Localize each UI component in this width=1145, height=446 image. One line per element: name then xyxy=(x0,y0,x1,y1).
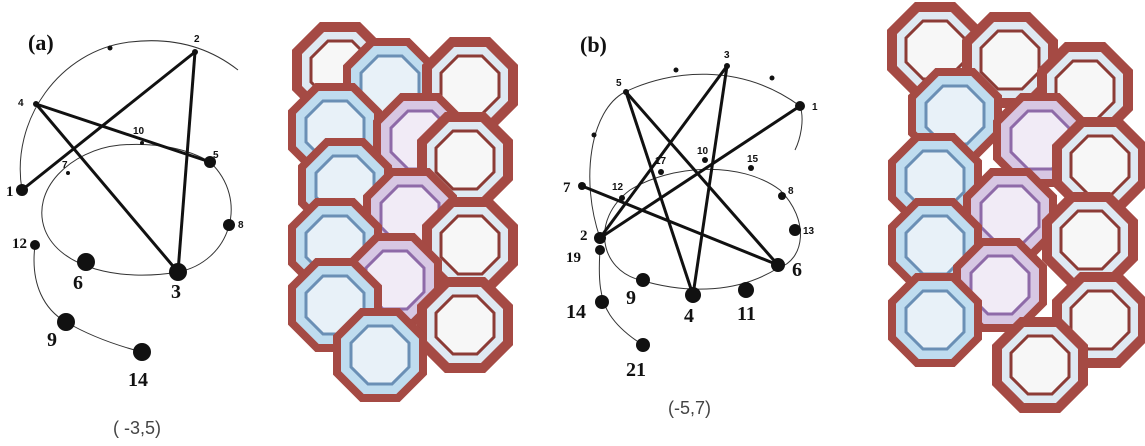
panel-a-ring-stack xyxy=(292,27,513,398)
node-3 xyxy=(724,63,730,69)
edge-6-7 xyxy=(581,184,779,267)
panel-a-net: 1 2 3 4 5 6 7 8 9 10 12 14 xyxy=(6,34,244,391)
node-7 xyxy=(66,171,70,175)
edge-2-1 xyxy=(599,104,801,240)
node-19 xyxy=(595,245,605,255)
panel-b-net: 1 2 3 4 5 6 7 8 9 10 11 12 13 14 15 17 1… xyxy=(563,50,818,381)
node-label-10: 10 xyxy=(133,126,145,137)
node-5 xyxy=(623,89,629,95)
node-1 xyxy=(16,184,28,196)
node-label-9: 9 xyxy=(626,287,636,309)
ring xyxy=(422,282,508,368)
node-12 xyxy=(619,195,625,201)
edge-2-3 xyxy=(176,51,197,273)
ring xyxy=(1047,197,1133,283)
edge-5-6 xyxy=(624,91,780,266)
node-13 xyxy=(789,224,801,236)
ring xyxy=(337,312,423,398)
node-17 xyxy=(658,169,664,175)
small-dot xyxy=(769,75,775,81)
node-8 xyxy=(223,219,235,231)
node-5 xyxy=(204,156,216,168)
node-label-3: 3 xyxy=(724,50,730,61)
ring xyxy=(997,322,1083,408)
node-label-13: 13 xyxy=(803,226,815,237)
node-label-14: 14 xyxy=(566,301,586,323)
node-label-12: 12 xyxy=(612,182,624,193)
node-14 xyxy=(595,295,609,309)
node-label-14: 14 xyxy=(128,369,148,391)
edge-3-4 xyxy=(691,65,729,296)
node-11 xyxy=(738,282,754,298)
node-4 xyxy=(685,287,701,303)
node-label-2: 2 xyxy=(194,34,200,45)
node-14 xyxy=(133,343,151,361)
edge-4-5 xyxy=(35,102,211,164)
node-label-10: 10 xyxy=(697,146,709,157)
node-label-6: 6 xyxy=(792,259,802,281)
node-label-6: 6 xyxy=(73,272,83,294)
node-7 xyxy=(578,182,586,190)
node-label-2: 2 xyxy=(580,228,588,244)
node-6 xyxy=(771,258,785,272)
node-label-4: 4 xyxy=(18,98,24,109)
panel-b-label: (b) xyxy=(580,32,607,57)
node-label-8: 8 xyxy=(238,220,244,231)
node-1 xyxy=(795,101,805,111)
node-label-5: 5 xyxy=(213,150,219,161)
edge-4-5 xyxy=(624,91,695,296)
node-label-4: 4 xyxy=(684,305,694,327)
node-label-8: 8 xyxy=(788,186,794,197)
node-label-11: 11 xyxy=(737,303,756,325)
node-8 xyxy=(778,192,786,200)
small-dot xyxy=(591,132,597,138)
node-label-1: 1 xyxy=(6,184,14,200)
panel-b-ring-stack xyxy=(892,7,1143,408)
edge-1-2 xyxy=(21,50,196,192)
node-2 xyxy=(594,232,606,244)
node-label-12: 12 xyxy=(12,236,27,252)
inner-curve-a xyxy=(41,143,232,276)
node-label-7: 7 xyxy=(563,180,571,196)
node-label-3: 3 xyxy=(171,281,181,303)
node-2 xyxy=(192,49,198,55)
small-dot xyxy=(107,45,113,51)
node-label-9: 9 xyxy=(47,329,57,351)
node-15 xyxy=(748,165,754,171)
node-label-1: 1 xyxy=(812,102,818,113)
panel-a-caption: ( -3,5) xyxy=(113,418,162,438)
node-label-19: 19 xyxy=(566,250,581,266)
panel-b-caption: (-5,7) xyxy=(668,398,712,418)
node-6 xyxy=(77,253,95,271)
edge-3-4 xyxy=(34,103,180,273)
node-label-21: 21 xyxy=(626,359,646,381)
node-21 xyxy=(636,338,650,352)
node-12 xyxy=(30,240,40,250)
node-9 xyxy=(636,273,650,287)
node-label-7: 7 xyxy=(62,160,68,171)
ring xyxy=(892,277,978,363)
edge-2-3 xyxy=(598,65,729,239)
node-3 xyxy=(169,263,187,281)
node-9 xyxy=(57,313,75,331)
helix-curve-a xyxy=(19,40,239,191)
node-label-5: 5 xyxy=(616,78,622,89)
node-label-15: 15 xyxy=(747,154,759,165)
node-4 xyxy=(33,101,39,107)
node-10 xyxy=(702,157,708,163)
tail-curve-b2 xyxy=(598,249,644,346)
helix-curve-b xyxy=(589,73,801,239)
node-label-17: 17 xyxy=(655,156,667,167)
node-10 xyxy=(140,141,144,145)
tail-curve-b xyxy=(794,105,803,151)
panel-a-label: (a) xyxy=(28,30,54,55)
small-dot xyxy=(673,67,679,73)
